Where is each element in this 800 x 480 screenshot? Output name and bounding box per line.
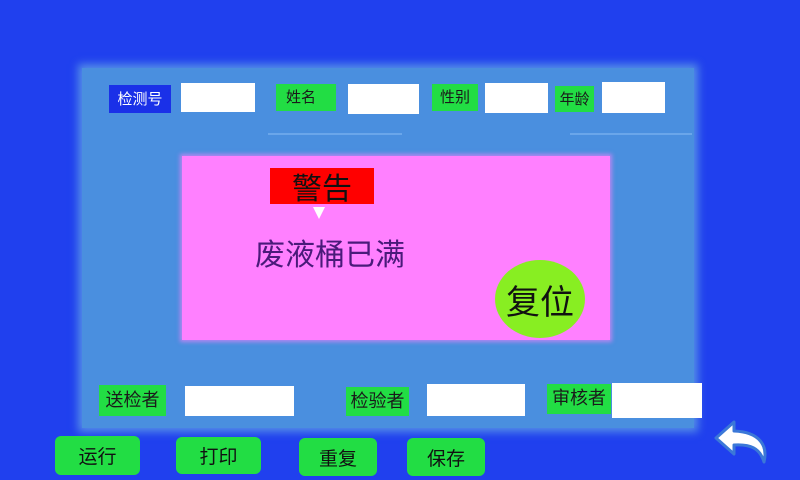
- sender-label: 送检者: [99, 385, 166, 416]
- save-button[interactable]: 保存: [407, 438, 485, 476]
- warning-message: 废液桶已满: [255, 238, 405, 273]
- run-button[interactable]: 运行: [55, 436, 140, 475]
- gender-field[interactable]: [485, 83, 548, 113]
- reviewer-label: 审核者: [547, 384, 611, 414]
- back-arrow-icon[interactable]: [712, 418, 774, 470]
- print-button[interactable]: 打印: [176, 437, 261, 474]
- gender-label: 性别: [432, 84, 478, 111]
- warning-arrow-icon: [313, 207, 325, 219]
- inspector-label: 检验者: [346, 387, 409, 416]
- reviewer-field[interactable]: [612, 383, 702, 418]
- repeat-button[interactable]: 重复: [299, 438, 377, 476]
- sender-field[interactable]: [185, 386, 294, 416]
- name-label: 姓名: [276, 84, 336, 111]
- inspector-field[interactable]: [427, 384, 525, 416]
- age-label: 年龄: [555, 86, 594, 112]
- test-no-field[interactable]: [181, 83, 255, 112]
- panel-divider: [268, 133, 402, 135]
- name-field[interactable]: [348, 84, 419, 114]
- test-no-label: 检测号: [109, 85, 171, 113]
- reset-button[interactable]: 复位: [495, 260, 585, 338]
- age-field[interactable]: [602, 82, 665, 113]
- panel-divider: [570, 133, 692, 135]
- warning-title: 警告: [270, 168, 374, 207]
